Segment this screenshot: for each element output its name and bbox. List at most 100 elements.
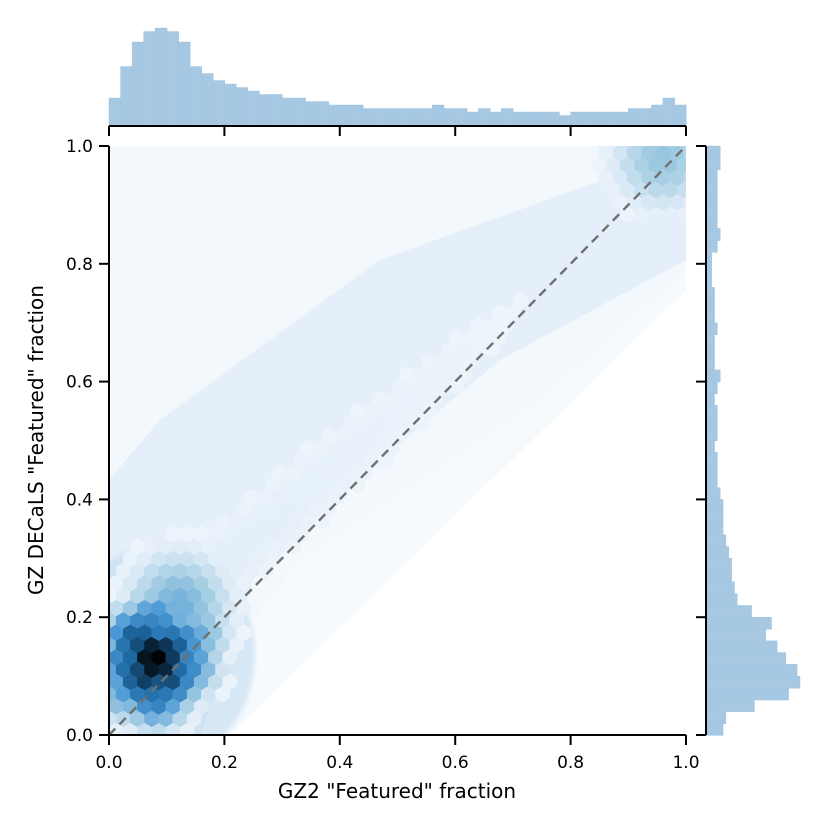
- hex-bin: [165, 734, 167, 735]
- right-hist-bar: [705, 204, 718, 218]
- right-hist-bar: [705, 169, 718, 182]
- right-hist-bar: [705, 664, 798, 677]
- hex-bin: [636, 146, 647, 149]
- top-hist-bar: [166, 31, 179, 127]
- top-hist-bar: [397, 108, 410, 127]
- hex-bin: [683, 171, 686, 183]
- right-hist-bar: [705, 310, 715, 324]
- top-hist-bar: [131, 41, 145, 127]
- right-hist-bar: [705, 499, 724, 512]
- hex-bin: [622, 146, 633, 149]
- hex-bin: [513, 291, 529, 309]
- right-hist-bar: [705, 593, 738, 607]
- x-tick-label: 0.4: [326, 753, 353, 773]
- top-hist-bar: [628, 108, 641, 127]
- top-hist-bar: [443, 108, 456, 127]
- top-marginal-ticks: [108, 126, 687, 136]
- hex-bin: [683, 147, 686, 159]
- x-axis-title: GZ2 "Featured" fraction: [278, 779, 516, 803]
- right-hist-bar: [705, 287, 715, 300]
- top-hist-bar: [466, 111, 479, 127]
- top-hist-bar: [558, 115, 572, 127]
- hex-bin: [691, 157, 705, 173]
- right-hist-bar: [705, 240, 718, 253]
- right-hist-bar: [705, 605, 752, 618]
- top-hist-bar: [420, 108, 433, 127]
- top-hist-bar: [605, 111, 618, 127]
- right-hist-bar: [705, 322, 718, 336]
- top-marginal-histogram: [108, 27, 687, 127]
- hex-bin: [608, 146, 619, 149]
- top-hist-bar: [178, 41, 191, 127]
- top-hist-bar: [120, 66, 133, 127]
- y-tick-label: 0.2: [66, 608, 93, 628]
- hex-bin: [683, 196, 686, 208]
- x-tick-label: 0.0: [95, 753, 122, 773]
- hex-bin: [593, 146, 605, 149]
- hex-bin: [679, 146, 686, 149]
- hex-bin: [650, 146, 661, 149]
- top-hist-bar: [316, 101, 329, 127]
- x-tick-label: 0.6: [442, 753, 469, 773]
- right-hist-bar: [705, 510, 724, 524]
- right-hist-bar: [705, 463, 718, 477]
- hex-bin: [664, 146, 676, 149]
- right-hist-bar: [705, 393, 715, 406]
- top-hist-bar: [489, 111, 502, 127]
- identity-line: [108, 145, 687, 736]
- right-hist-bar: [705, 534, 727, 548]
- right-hist-bar: [705, 652, 786, 665]
- top-hist-bar: [258, 94, 272, 127]
- y-tick-label: 0.6: [66, 373, 93, 393]
- top-hist-bar: [385, 108, 399, 127]
- right-hist-bar: [705, 334, 715, 347]
- right-hist-bar: [705, 157, 721, 171]
- top-hist-bar: [651, 104, 664, 127]
- hex-bin: [691, 182, 705, 198]
- y-tick-label: 1.0: [66, 137, 93, 157]
- right-hist-bar: [705, 416, 718, 430]
- top-hist-bar: [293, 97, 306, 127]
- top-hist-bar: [455, 108, 468, 127]
- right-hist-bar: [705, 381, 718, 394]
- top-hist-bar: [547, 111, 560, 127]
- right-hist-bar: [705, 404, 718, 418]
- top-hist-bar: [281, 97, 295, 127]
- y-tick-label: 0.0: [66, 726, 93, 746]
- right-hist-bar: [705, 558, 732, 571]
- y-axis-title: GZ DECaLS "Featured" fraction: [24, 285, 48, 595]
- top-hist-bar: [662, 97, 676, 127]
- x-axis-ticks: 0.0 0.2 0.4 0.6 0.8 1.0: [95, 735, 700, 773]
- right-marginal-histogram: [705, 145, 801, 736]
- x-tick-label: 1.0: [672, 753, 699, 773]
- top-hist-bar: [501, 108, 514, 127]
- right-hist-bar: [705, 440, 715, 453]
- x-tick-label: 0.2: [211, 753, 238, 773]
- top-hist-bar: [224, 83, 237, 127]
- top-hist-bar: [408, 108, 422, 127]
- right-hist-bar: [705, 628, 767, 642]
- top-hist-bar: [143, 31, 156, 127]
- top-hist-bar: [524, 111, 537, 127]
- right-hist-bar: [705, 569, 732, 583]
- right-hist-bar: [705, 487, 721, 500]
- right-hist-bar: [705, 522, 724, 536]
- right-hist-bar: [705, 546, 729, 559]
- top-hist-bar: [674, 104, 687, 127]
- right-hist-bar: [705, 298, 715, 312]
- right-hist-bar: [705, 216, 718, 230]
- top-hist-bar: [189, 66, 202, 127]
- top-hist-bar: [351, 104, 364, 127]
- top-hist-bar: [235, 87, 249, 127]
- right-hist-bar: [705, 723, 724, 736]
- top-hist-bar: [431, 104, 445, 127]
- top-hist-bar: [478, 108, 491, 127]
- right-hist-bar: [705, 452, 718, 465]
- top-hist-bar: [570, 111, 583, 127]
- top-hist-bar: [616, 111, 629, 127]
- right-hist-bar: [705, 346, 715, 359]
- right-hist-bar: [705, 192, 718, 206]
- top-hist-bar: [154, 27, 168, 127]
- right-marginal-ticks: [696, 145, 706, 736]
